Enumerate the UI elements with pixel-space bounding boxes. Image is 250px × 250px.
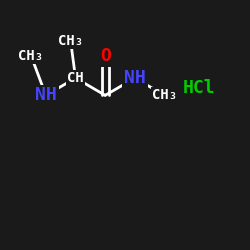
Text: NH: NH	[35, 86, 57, 104]
Text: CH₃: CH₃	[58, 34, 83, 48]
Text: NH: NH	[124, 69, 146, 87]
Text: CH: CH	[67, 71, 84, 85]
Text: CH₃: CH₃	[18, 49, 44, 63]
Text: HCl: HCl	[183, 79, 216, 97]
Text: O: O	[100, 47, 111, 65]
Text: CH₃: CH₃	[152, 88, 177, 102]
